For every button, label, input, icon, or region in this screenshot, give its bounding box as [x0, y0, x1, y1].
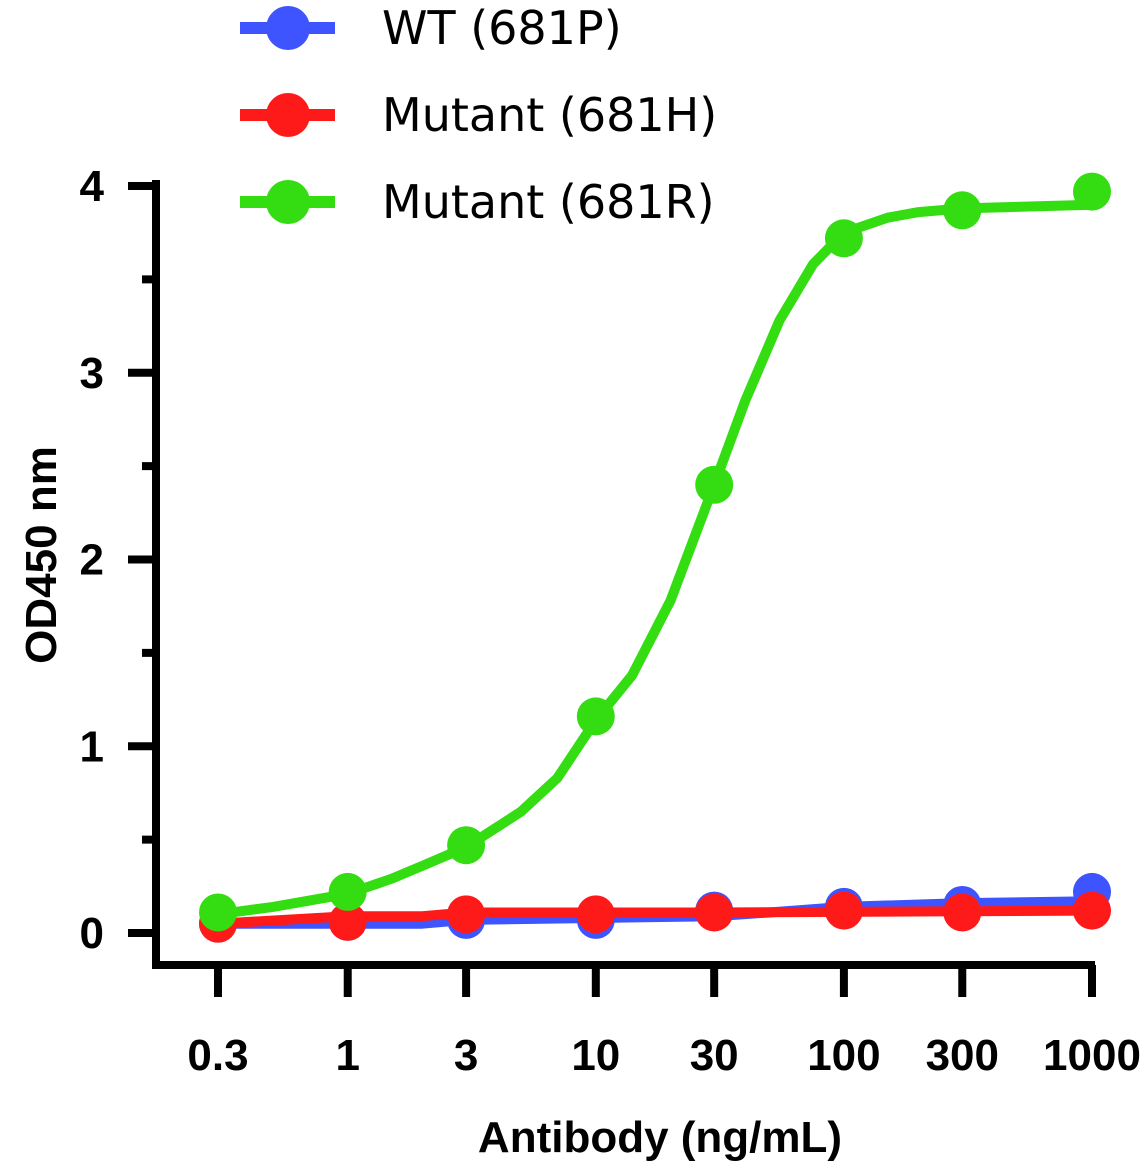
x-ticks: 0.3 1 3 10 30 100 300 1000 [187, 965, 1141, 1080]
legend-marker [266, 6, 310, 50]
legend-label: WT (681P) [382, 1, 622, 55]
x-tick-label: 10 [571, 1031, 620, 1080]
legend-item: WT (681P) [240, 1, 622, 55]
y-tick-label: 0 [80, 909, 104, 958]
data-point [576, 697, 615, 736]
x-tick-label: 100 [807, 1031, 880, 1080]
legend-marker [266, 180, 310, 224]
data-point [824, 219, 863, 258]
x-tick-label: 0.3 [187, 1031, 248, 1080]
data-point [576, 895, 615, 934]
x-axis-title: Antibody (ng/mL) [478, 1113, 842, 1162]
series-line [213, 905, 1097, 929]
data-point [695, 465, 734, 504]
legend-label: Mutant (681H) [382, 88, 717, 142]
y-tick-label: 1 [80, 722, 104, 771]
legend-item: Mutant (681R) [240, 175, 715, 229]
series-group [199, 172, 1111, 943]
data-point [447, 895, 486, 934]
x-tick-label: 3 [454, 1031, 478, 1080]
data-point [824, 891, 863, 930]
y-tick-label: 4 [80, 162, 105, 211]
data-point [943, 893, 982, 932]
y-tick-label: 3 [80, 349, 104, 398]
data-point [943, 191, 982, 230]
legend-item: Mutant (681H) [240, 88, 717, 142]
data-point [328, 872, 367, 911]
y-tick-label: 2 [80, 536, 104, 585]
data-point [328, 902, 367, 941]
data-point [1073, 891, 1111, 930]
legend-marker [266, 93, 310, 137]
axes [152, 180, 1095, 969]
data-point [1073, 172, 1111, 211]
legend: WT (681P) Mutant (681H) Mutant (681R) [240, 1, 717, 229]
data-point [447, 826, 486, 865]
legend-label: Mutant (681R) [382, 175, 715, 229]
x-tick-label: 1 [335, 1031, 359, 1080]
y-ticks: 0 1 2 3 4 [80, 162, 156, 958]
series-3 [199, 172, 1111, 932]
x-tick-label: 1000 [1043, 1031, 1141, 1080]
data-point [695, 893, 734, 932]
x-tick-label: 30 [690, 1031, 739, 1080]
y-axis-title: OD450 nm [17, 446, 66, 664]
data-point [199, 893, 237, 932]
series-line [213, 199, 1097, 920]
x-tick-label: 300 [926, 1031, 999, 1080]
